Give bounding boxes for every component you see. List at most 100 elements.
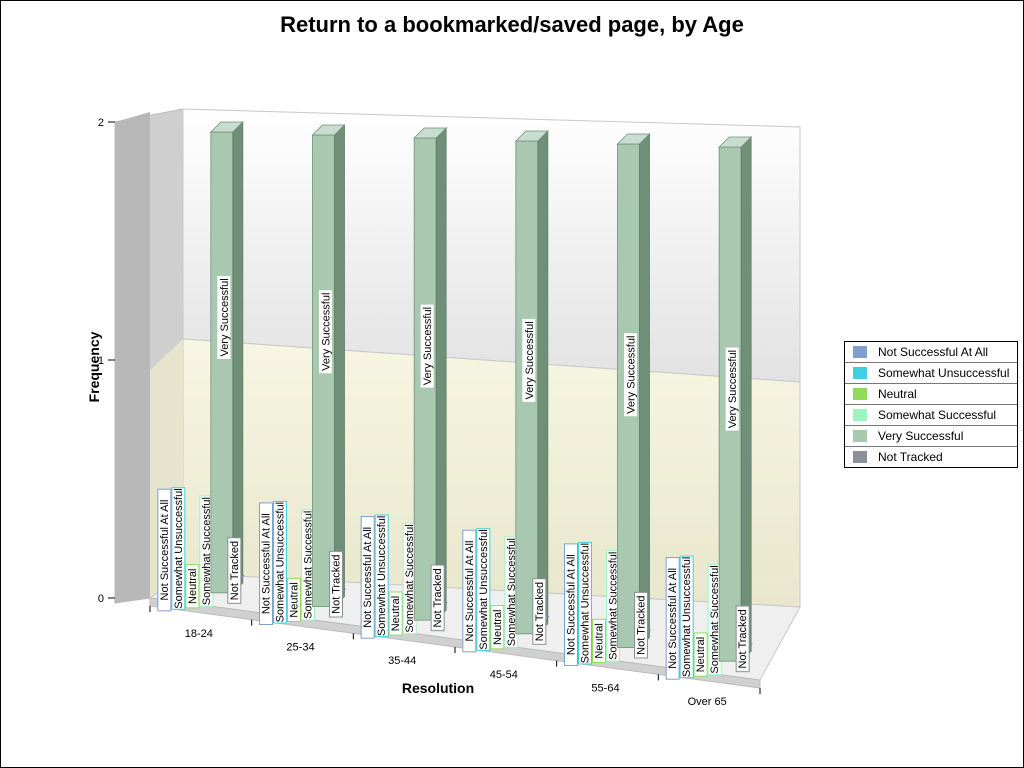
data-label-text: Very Successful	[524, 321, 536, 399]
legend-item: Somewhat Unsuccessful	[845, 362, 1017, 383]
data-label: Somewhat Successful	[301, 509, 315, 621]
data-label-text: Not Tracked	[636, 596, 648, 655]
bar-top	[718, 136, 753, 148]
data-label-box	[521, 317, 537, 403]
data-label-text: Very Successful	[422, 307, 434, 385]
data-label-box	[374, 514, 389, 638]
data-label: Not Successful At All	[360, 516, 375, 639]
legend: Not Successful At All Somewhat Unsuccessf…	[844, 341, 1018, 468]
bar-top	[209, 121, 244, 133]
data-label-box	[430, 564, 445, 632]
data-label: Not Tracked	[735, 605, 750, 673]
data-label: Not Tracked	[430, 564, 445, 632]
data-label-text: Somewhat Successful	[303, 511, 315, 619]
data-label: Somewhat Successful	[504, 536, 519, 648]
y-axis-title: Frequency	[86, 331, 102, 402]
bar-side	[435, 127, 447, 622]
y-tick-label: 2	[98, 117, 104, 129]
data-label: Somewhat Unsuccessful	[374, 514, 389, 638]
data-label: Somewhat Unsuccessful	[171, 487, 186, 610]
data-label-box	[329, 550, 343, 618]
data-label-box	[532, 578, 547, 645]
back-wall-upper	[182, 108, 801, 383]
legend-item: Not Tracked	[845, 446, 1017, 467]
bar-side	[537, 130, 549, 635]
data-label-text: Not Tracked	[737, 609, 749, 668]
legend-label: Not Tracked	[878, 450, 943, 464]
data-label: Not Tracked	[329, 550, 343, 618]
data-label-box	[564, 543, 578, 667]
data-label-box	[578, 541, 592, 665]
legend-swatch	[853, 409, 867, 421]
data-label-box	[634, 591, 648, 659]
data-label-box	[273, 500, 287, 624]
data-label: Not Successful At All	[665, 557, 680, 680]
x-tick-label: 18-24	[185, 628, 213, 640]
legend-swatch	[853, 430, 867, 442]
data-label: Very Successful	[419, 303, 435, 389]
data-label-text: Somewhat Unsuccessful	[275, 502, 287, 622]
legend-label: Somewhat Successful	[878, 408, 997, 422]
data-label: Neutral	[185, 564, 200, 609]
data-label-box	[171, 487, 186, 610]
data-label: Somewhat Successful	[707, 563, 722, 676]
legend-label: Not Successful At All	[878, 345, 989, 359]
data-label-text: Not Successful At All	[566, 554, 578, 655]
data-label: Somewhat Unsuccessful	[273, 500, 287, 624]
data-label-box	[693, 632, 708, 677]
bar-top	[514, 130, 549, 142]
chart-title: Return to a bookmarked/saved page, by Ag…	[280, 12, 744, 37]
data-label-text: Somewhat Unsuccessful	[681, 557, 693, 677]
data-label-box	[679, 555, 694, 679]
data-label: Somewhat Unsuccessful	[578, 541, 592, 665]
data-label-text: Neutral	[695, 637, 707, 672]
data-label-text: Very Successful	[727, 350, 739, 428]
y-tick-label: 1	[98, 355, 104, 367]
data-label-box	[388, 591, 403, 636]
data-label-text: Not Successful At All	[667, 568, 679, 669]
data-label: Somewhat Successful	[199, 495, 214, 607]
data-label-text: Not Tracked	[432, 568, 444, 627]
data-label: Neutral	[490, 605, 505, 650]
legend-swatch	[853, 367, 867, 379]
x-tick-label: 55-64	[591, 683, 619, 695]
data-label: Neutral	[287, 577, 301, 623]
data-label-text: Not Tracked	[331, 555, 343, 614]
data-label-box	[287, 577, 301, 623]
data-label: Not Tracked	[227, 537, 242, 604]
legend-label: Very Successful	[878, 429, 964, 443]
data-label: Very Successful	[623, 332, 638, 418]
data-label: Not Successful At All	[259, 502, 273, 626]
data-label: Not Tracked	[634, 591, 648, 659]
data-label-box	[490, 605, 505, 650]
data-label-text: Somewhat Successful	[201, 497, 213, 605]
data-label-box	[724, 346, 740, 432]
data-label: Neutral	[693, 632, 708, 677]
bar-side	[334, 124, 345, 608]
legend-swatch	[853, 346, 867, 358]
data-label: Not Successful At All	[157, 488, 172, 612]
legend-swatch	[853, 388, 867, 400]
data-label-text: Neutral	[594, 623, 606, 658]
legend-item: Very Successful	[845, 425, 1017, 446]
legend-label: Neutral	[878, 387, 917, 401]
data-label-text: Neutral	[390, 596, 402, 631]
data-label-box	[318, 289, 333, 375]
data-label-text: Very Successful	[219, 278, 231, 356]
data-label-box	[735, 605, 750, 673]
data-label: Somewhat Successful	[606, 550, 620, 662]
data-label-text: Neutral	[492, 609, 504, 644]
bar	[210, 131, 234, 594]
data-label-text: Not Successful At All	[464, 541, 476, 642]
data-label-box	[592, 618, 606, 664]
data-label-text: Somewhat Successful	[709, 565, 721, 673]
legend-item: Neutral	[845, 383, 1017, 404]
data-label-text: Somewhat Unsuccessful	[580, 543, 592, 663]
y-tick-label: 0	[98, 593, 104, 605]
data-label: Not Successful At All	[462, 529, 477, 653]
data-label-box	[476, 528, 491, 651]
x-tick-label: Over 65	[688, 696, 727, 708]
data-label-box	[185, 564, 200, 609]
data-label: Very Successful	[724, 346, 740, 432]
